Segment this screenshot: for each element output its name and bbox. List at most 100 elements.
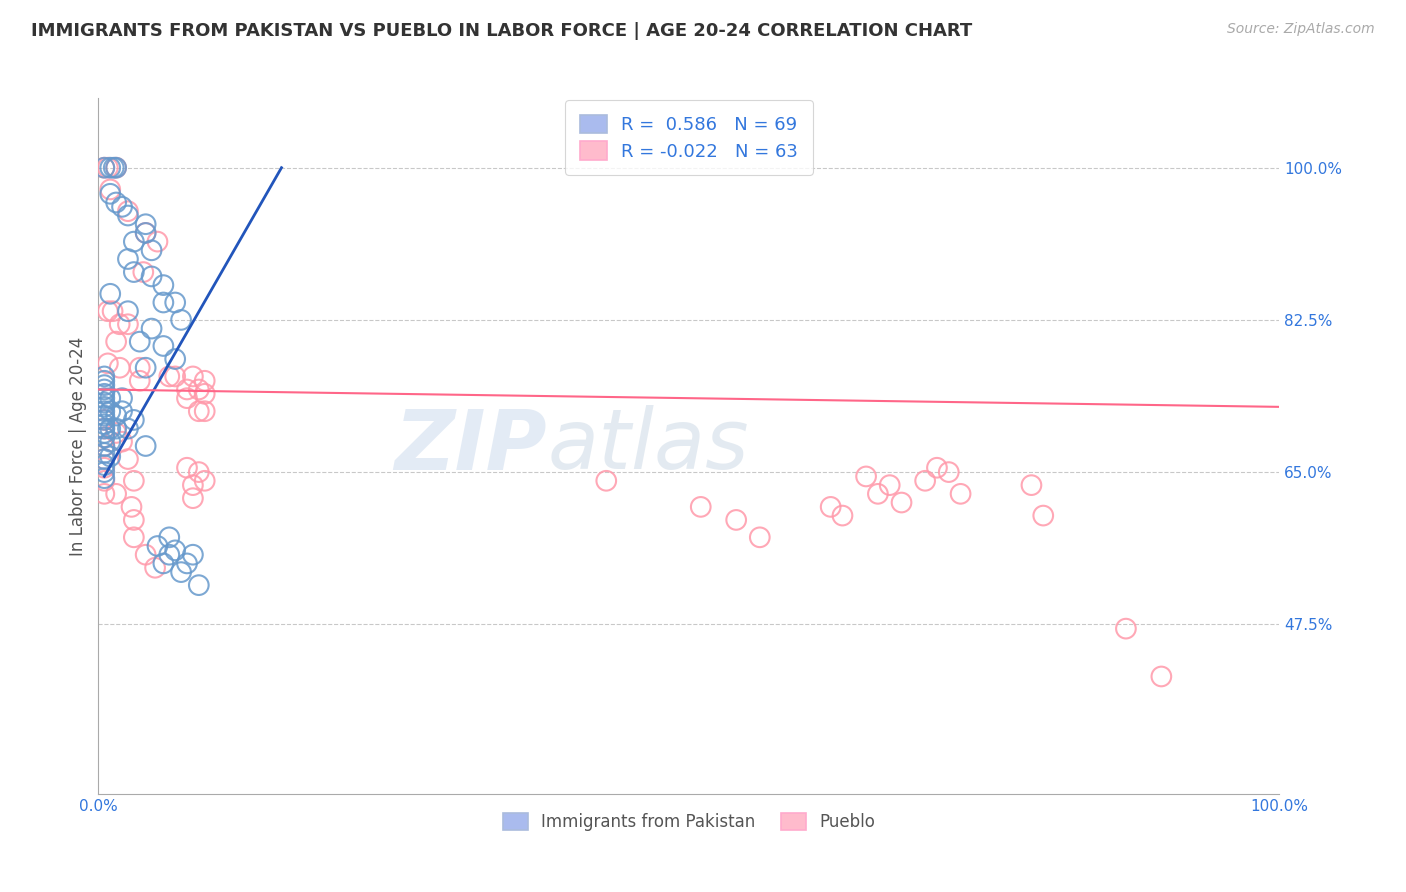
Point [93,439,115,453]
Point [176,460,198,475]
Point [93,471,115,485]
Point [879,478,901,492]
Point [122,513,145,527]
Point [689,500,711,514]
Point [152,278,174,293]
Point [105,422,128,436]
Point [165,351,187,366]
Point [93,395,115,409]
Text: atlas: atlas [547,406,749,486]
Point [176,391,198,405]
Point [1150,669,1173,683]
Point [128,360,150,375]
Point [108,317,131,331]
Point [181,491,204,505]
Point [105,334,128,349]
Point [111,391,134,405]
Point [105,161,128,175]
Point [98,182,121,196]
Point [117,209,139,223]
Point [157,369,180,384]
Point [105,409,128,423]
Point [141,244,163,258]
Point [93,391,115,405]
Point [93,161,115,175]
Point [128,374,150,388]
Point [122,413,145,427]
Point [98,434,121,449]
Point [111,200,134,214]
Point [170,313,193,327]
Point [194,387,217,401]
Point [170,565,193,579]
Point [194,474,217,488]
Point [176,383,198,397]
Point [105,425,128,440]
Point [93,487,115,501]
Point [93,422,115,436]
Point [93,474,115,488]
Point [93,460,115,475]
Point [121,500,143,514]
Point [117,317,139,331]
Point [111,404,134,418]
Point [1115,622,1137,636]
Point [866,487,889,501]
Point [187,404,209,418]
Point [194,404,217,418]
Text: Source: ZipAtlas.com: Source: ZipAtlas.com [1227,22,1375,37]
Point [165,369,187,384]
Point [93,452,115,467]
Point [93,413,115,427]
Point [97,356,120,370]
Point [105,195,128,210]
Point [194,374,217,388]
Point [831,508,853,523]
Point [98,161,121,175]
Point [925,460,948,475]
Point [93,446,115,460]
Point [98,286,121,301]
Point [143,561,166,575]
Point [103,161,125,175]
Point [98,404,121,418]
Point [93,458,115,472]
Point [93,430,115,444]
Point [105,161,128,175]
Point [187,383,209,397]
Point [97,161,120,175]
Point [135,226,157,240]
Point [914,474,936,488]
Point [122,474,145,488]
Point [135,548,157,562]
Point [117,252,139,266]
Point [949,487,972,501]
Point [93,425,115,440]
Point [93,387,115,401]
Point [98,186,121,201]
Point [93,422,115,436]
Point [93,413,115,427]
Point [93,400,115,414]
Point [111,434,134,449]
Point [93,369,115,384]
Point [122,235,145,249]
Point [97,304,120,318]
Point [93,452,115,467]
Point [152,557,174,571]
Text: ZIP: ZIP [395,406,547,486]
Point [128,334,150,349]
Point [93,378,115,392]
Point [165,543,187,558]
Y-axis label: In Labor Force | Age 20-24: In Labor Force | Age 20-24 [69,336,87,556]
Point [132,265,155,279]
Point [93,161,115,175]
Point [152,339,174,353]
Point [938,465,960,479]
Point [141,269,163,284]
Point [165,295,187,310]
Point [93,383,115,397]
Point [141,321,163,335]
Point [108,360,131,375]
Point [820,500,842,514]
